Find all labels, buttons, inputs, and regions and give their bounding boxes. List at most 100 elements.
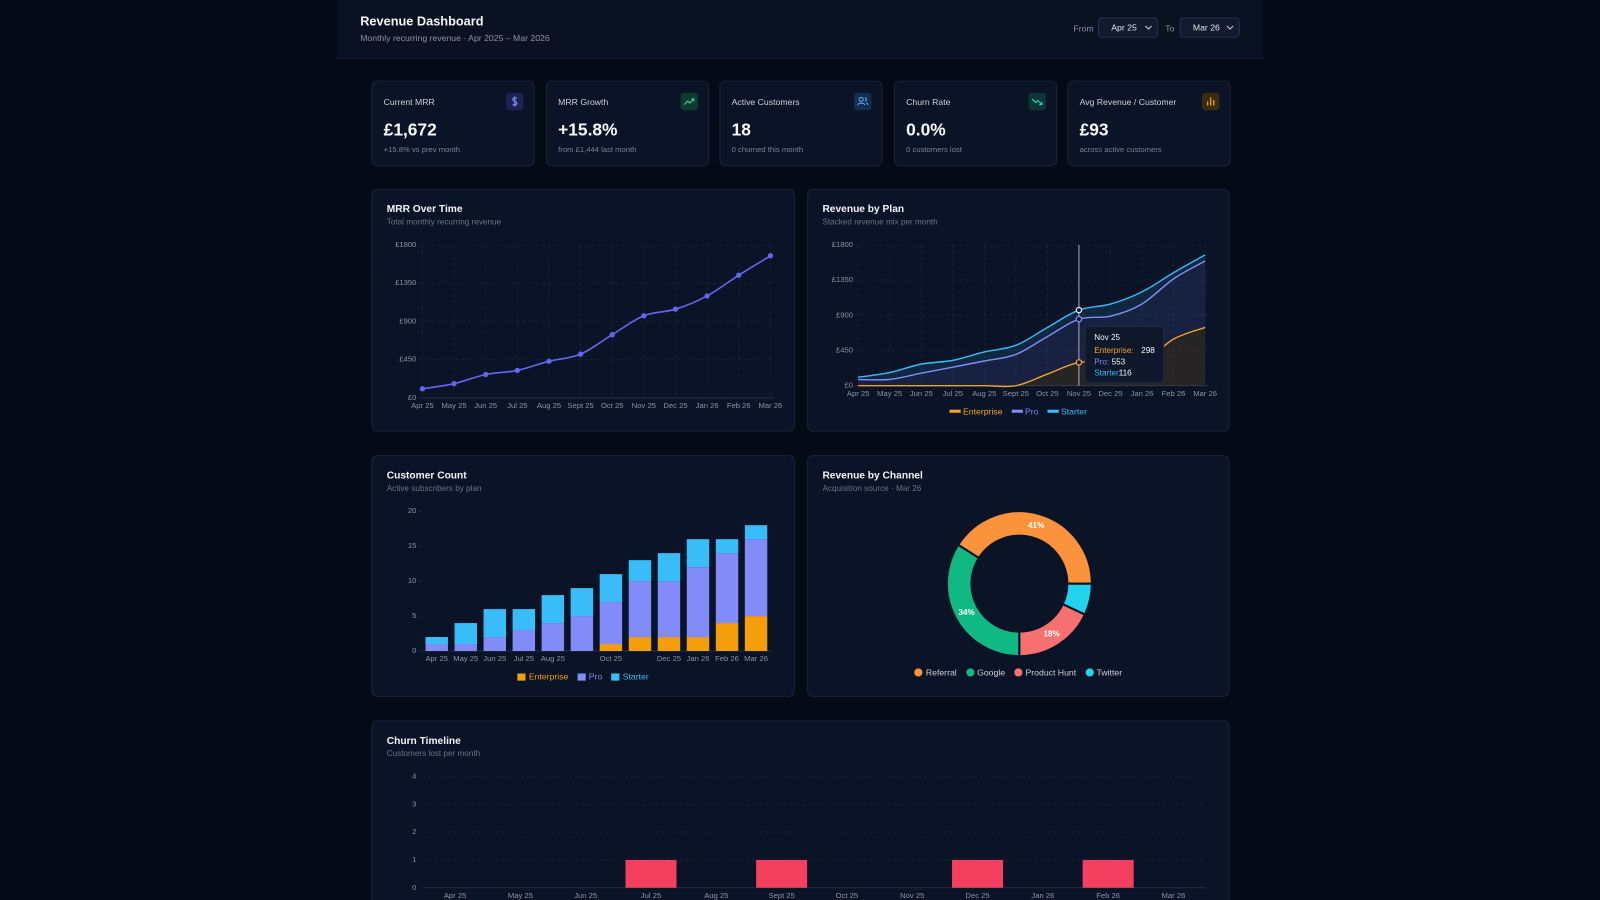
- legend-marker: [949, 410, 960, 413]
- kpi-icon: [1202, 92, 1220, 111]
- point: [483, 371, 489, 378]
- kpi-note: from £1,444 last month: [558, 144, 637, 155]
- chart-panel: 0 1 2 3 4 Apr 25 May 25 Jun 25 Jul 25 Aug 25 Sept …: [371, 720, 1230, 900]
- legend: Enterprise Pro Starter: [372, 671, 793, 682]
- chart-subtitle: Total monthly recurring revenue: [386, 217, 502, 227]
- point: [514, 367, 520, 374]
- bar-segment: [657, 553, 681, 582]
- bar: [1082, 859, 1134, 888]
- chart-subtitle: Active subscribers by plan: [386, 483, 482, 493]
- kpi-note: 0 churned this month: [731, 144, 804, 155]
- kpi-value: +15.8%: [558, 120, 618, 140]
- bar-segment: [570, 588, 594, 617]
- tooltip-label: Pro:: [1094, 357, 1109, 366]
- chart-title: Churn Timeline: [386, 735, 461, 747]
- from-select[interactable]: Apr 25: [1097, 17, 1159, 38]
- x-tick-label: Oct 25: [1036, 389, 1059, 398]
- y-tick-label: £1800: [395, 240, 416, 249]
- bar-segment: [744, 616, 768, 652]
- x-tick-label: Nov 25: [1067, 389, 1091, 398]
- y-tick-label: 15: [408, 541, 417, 550]
- legend-label: Enterprise: [963, 406, 1003, 417]
- legend-item: Pro: [1011, 406, 1039, 417]
- legend-label: Pro: [1024, 406, 1039, 417]
- kpi-value: £1,672: [383, 120, 437, 140]
- x-tick-label: Mar 26: [1193, 389, 1217, 398]
- chevron: [1145, 25, 1152, 30]
- to-select[interactable]: Mar 26: [1179, 17, 1240, 38]
- x-tick-label: Oct 25: [601, 401, 624, 410]
- chart: 41% 34% 18%: [945, 510, 1093, 658]
- tooltip-label: Enterprise:: [1094, 346, 1133, 355]
- x-tick-label: Nov 25: [900, 891, 924, 900]
- bar-segment: [744, 525, 768, 540]
- bar-segment: [686, 539, 710, 568]
- x-tick-label: May 25: [453, 654, 478, 663]
- data-label: 34%: [958, 608, 975, 617]
- chart: 0 1 2 3 4 Apr 25 May 25 Jun 25 Jul 25 Aug 25 Sept …: [412, 772, 1207, 900]
- y-tick-label: £1800: [832, 240, 853, 249]
- x-tick-label: Jul 25: [943, 389, 963, 398]
- kpi-icon: [1028, 92, 1046, 111]
- bar-segment: [599, 602, 623, 645]
- x-tick-label: Jan 26: [1131, 389, 1154, 398]
- x-tick-label: Apr 25: [444, 891, 467, 900]
- legend-label: Starter: [622, 671, 649, 682]
- bar-segment: [628, 560, 652, 582]
- chart-title: Revenue by Plan: [822, 204, 905, 216]
- legend-marker: [1011, 410, 1022, 413]
- x-tick-label: Aug 25: [541, 654, 565, 663]
- chart: £0 £450 £900 £1350 £1800 Apr 25 May 25 Jun 25 Ju…: [832, 240, 1217, 398]
- bar-segment: [454, 644, 477, 652]
- chart: 0 5 10 15 20 Apr 25 May 25 Jun 25 Jul 25 Aug 25 Oc…: [408, 506, 773, 663]
- y-tick-label: 0: [412, 646, 416, 655]
- kpi-card: Avg Revenue / Customer £93 across active…: [1067, 80, 1231, 167]
- bar-segment: [599, 644, 623, 652]
- x-tick-label: Jun 25: [474, 401, 497, 410]
- x-tick-label: Apr 25: [411, 401, 434, 410]
- to-label: To: [1165, 23, 1175, 34]
- x-tick-label: Dec 25: [663, 401, 687, 410]
- kpi-value: 0.0%: [906, 120, 946, 140]
- bar-segment: [454, 623, 477, 645]
- donut-slice: [956, 510, 1093, 585]
- legend-item: Twitter: [1085, 667, 1122, 678]
- point: [736, 272, 742, 278]
- point: [609, 332, 615, 338]
- x-tick-label: Feb 26: [727, 401, 751, 410]
- y-tick-label: £1350: [395, 278, 416, 287]
- kpi-card: Current MRR £1,672 +15.8% vs prev month: [371, 80, 535, 167]
- bar-segment: [541, 595, 565, 624]
- chart-title: MRR Over Time: [386, 204, 463, 216]
- x-tick-label: Aug 25: [972, 389, 996, 398]
- legend-label: Product Hunt: [1025, 667, 1077, 678]
- x-tick-label: May 25: [508, 891, 533, 900]
- point: [672, 306, 679, 312]
- bar-segment: [715, 539, 739, 554]
- bar-segment: [686, 567, 710, 638]
- page-subtitle: Monthly recurring revenue · Apr 2025 – M…: [360, 32, 550, 43]
- y-tick-label: 5: [412, 611, 416, 620]
- y-tick-label: £450: [836, 346, 853, 355]
- bar-segment: [628, 637, 652, 652]
- tooltip-value: 298: [1141, 346, 1155, 355]
- x-tick-label: Jun 25: [910, 389, 933, 398]
- y-tick-label: £900: [399, 316, 416, 325]
- kpi-note: +15.8% vs prev month: [383, 144, 461, 155]
- legend: Referral Google Product Hunt Twitter: [808, 667, 1228, 678]
- x-tick-label: Jul 25: [641, 891, 661, 900]
- chart-panel: £0 £450 £900 £1350 £1800 Apr 25 May 25 Jun 25 Ju…: [807, 188, 1230, 432]
- chevron: [1226, 25, 1234, 30]
- bar-segment: [744, 539, 768, 617]
- x-tick-label: Feb 26: [715, 654, 739, 663]
- legend-marker: [965, 668, 975, 677]
- header: Revenue Dashboard Monthly recurring reve…: [336, 0, 1264, 60]
- chart-title: Revenue by Channel: [822, 470, 923, 482]
- x-tick-label: Dec 25: [965, 891, 989, 900]
- legend-label: Starter: [1060, 406, 1087, 417]
- x-tick-label: May 25: [442, 401, 467, 410]
- x-tick-label: Nov 25: [632, 401, 656, 410]
- line: [858, 254, 1206, 378]
- y-tick-label: 3: [412, 799, 416, 808]
- y-tick-label: £1350: [832, 275, 853, 284]
